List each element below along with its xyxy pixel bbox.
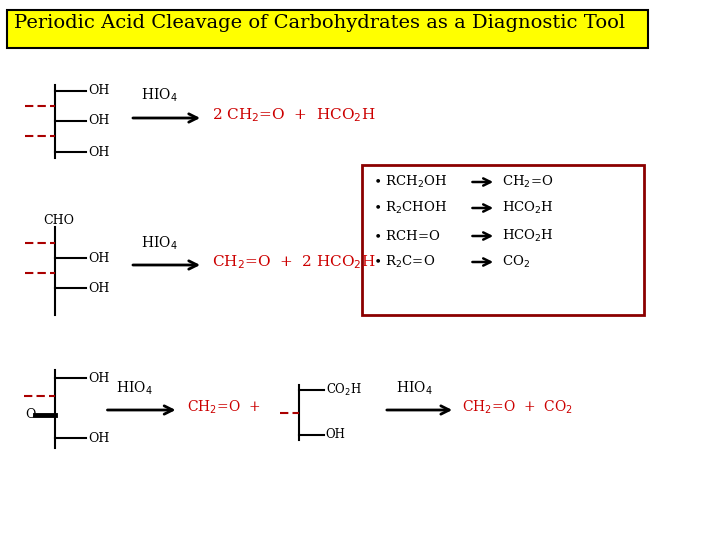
Text: OH: OH: [326, 429, 346, 442]
Text: $\bullet$ RCH$_2$OH: $\bullet$ RCH$_2$OH: [373, 174, 447, 190]
Text: OH: OH: [89, 145, 109, 159]
Text: CHO: CHO: [44, 213, 75, 226]
Text: HCO$_2$H: HCO$_2$H: [503, 228, 554, 244]
Text: CH$_2$=O  +  2 HCO$_2$H: CH$_2$=O + 2 HCO$_2$H: [212, 253, 376, 271]
Bar: [7, 10, 648, 48]
Text: HIO$_4$: HIO$_4$: [117, 379, 153, 397]
Bar: [362, 165, 644, 315]
Text: CH$_2$=O  +: CH$_2$=O +: [186, 399, 260, 416]
Text: OH: OH: [89, 431, 109, 444]
Text: HIO$_4$: HIO$_4$: [396, 379, 433, 397]
Text: 2 CH$_2$=O  +  HCO$_2$H: 2 CH$_2$=O + HCO$_2$H: [212, 106, 376, 124]
Text: OH: OH: [89, 281, 109, 294]
Text: HIO$_4$: HIO$_4$: [141, 234, 178, 252]
Text: OH: OH: [89, 372, 109, 384]
Text: CH$_2$=O  +  CO$_2$: CH$_2$=O + CO$_2$: [462, 399, 573, 416]
Text: CH$_2$=O: CH$_2$=O: [503, 174, 554, 190]
Text: $\bullet$ R$_2$CHOH: $\bullet$ R$_2$CHOH: [373, 200, 447, 216]
Text: HCO$_2$H: HCO$_2$H: [503, 200, 554, 216]
Text: HIO$_4$: HIO$_4$: [141, 86, 178, 104]
Text: $\bullet$ RCH=O: $\bullet$ RCH=O: [373, 229, 441, 243]
Text: Periodic Acid Cleavage of Carbohydrates as a Diagnostic Tool: Periodic Acid Cleavage of Carbohydrates …: [14, 14, 625, 32]
Text: OH: OH: [89, 252, 109, 265]
Text: CO$_2$: CO$_2$: [503, 254, 531, 270]
Text: OH: OH: [89, 114, 109, 127]
Text: OH: OH: [89, 84, 109, 98]
Text: CO$_2$H: CO$_2$H: [326, 382, 361, 398]
Text: $\bullet$ R$_2$C=O: $\bullet$ R$_2$C=O: [373, 254, 436, 270]
Text: O: O: [25, 408, 36, 422]
